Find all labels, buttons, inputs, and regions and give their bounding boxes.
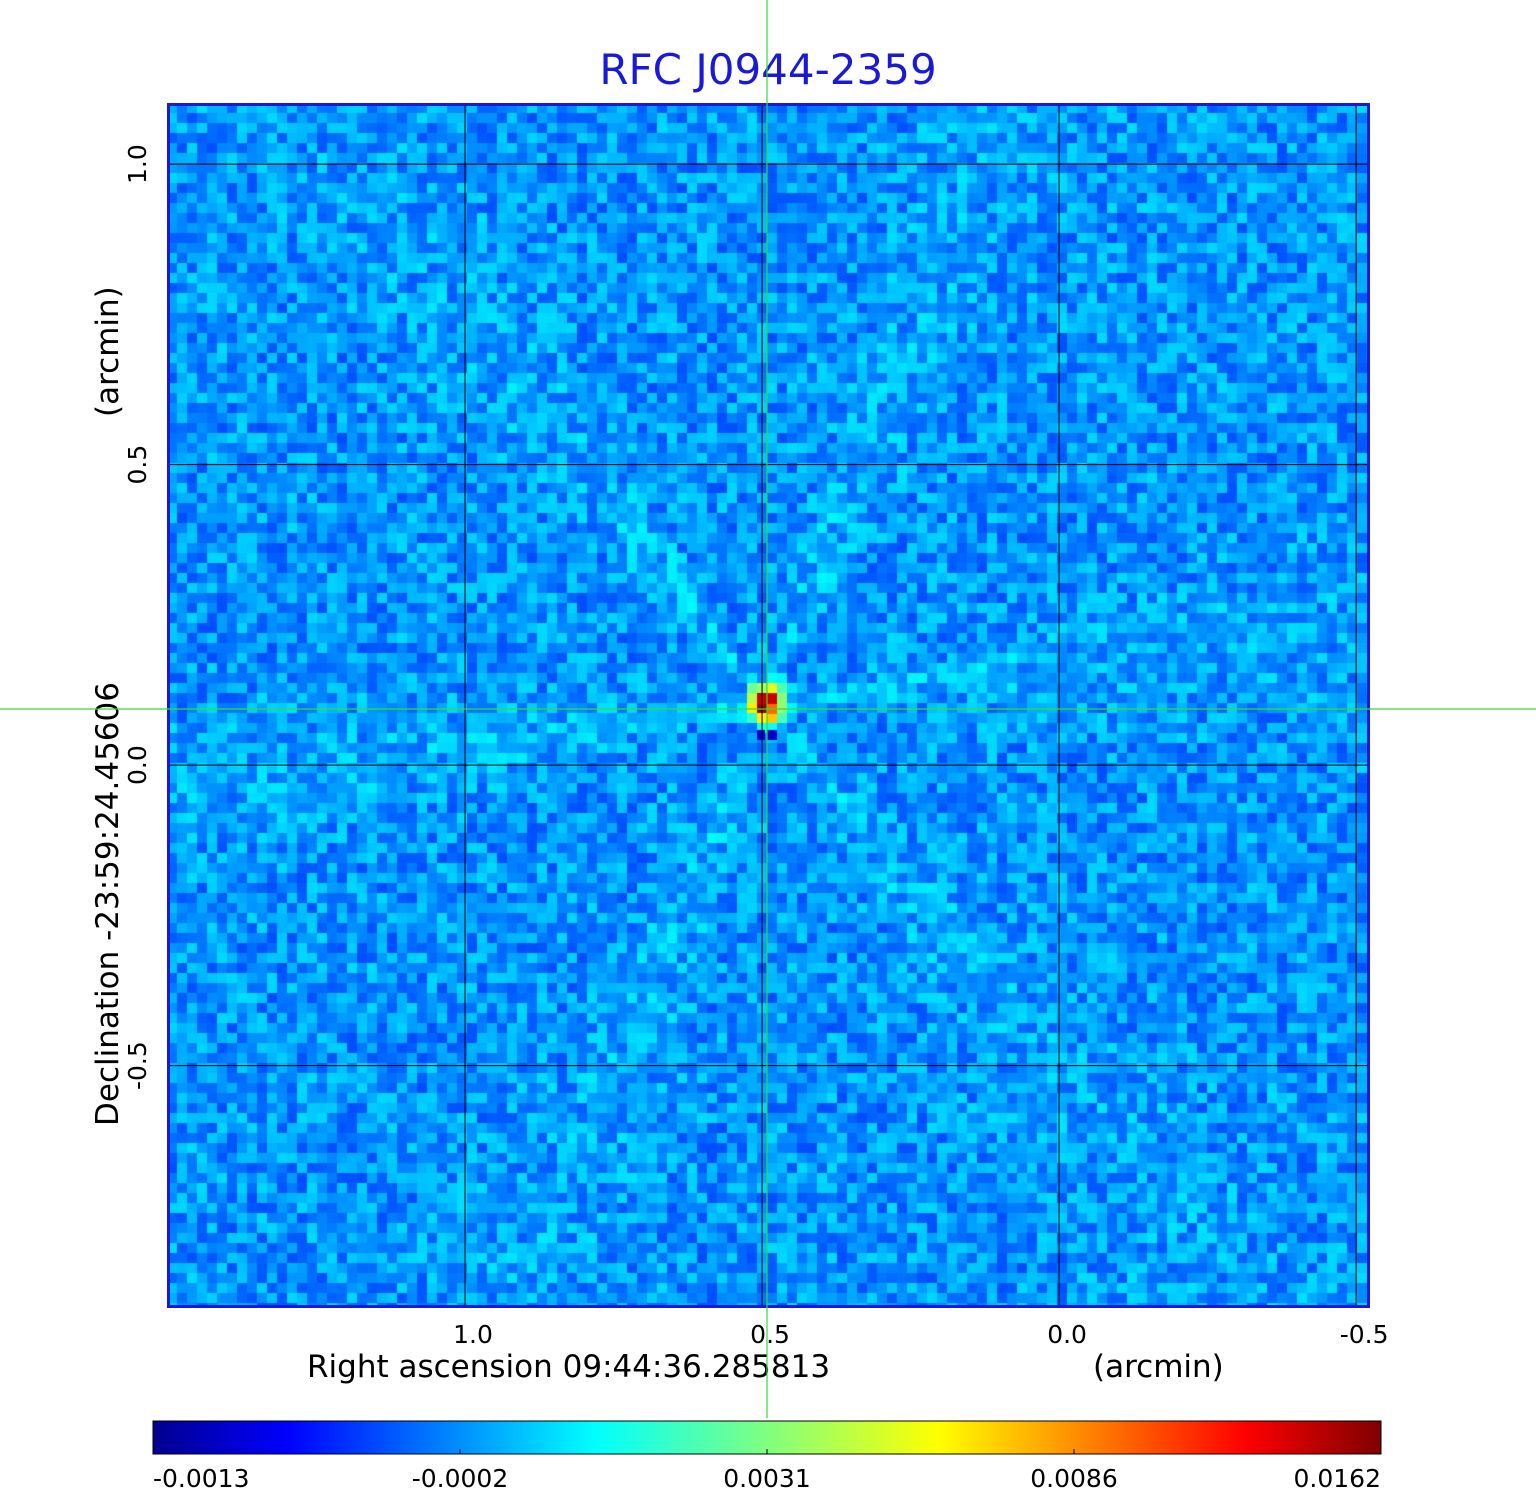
y-axis-label: Declination -23:59:24.45606: [90, 682, 126, 1126]
colorbar-tick-label: -0.0002: [412, 1464, 509, 1493]
colorbar-tick-label: -0.0013: [153, 1464, 250, 1493]
y-tick-label: 0.0: [123, 745, 152, 785]
colorbar-tick-label: 0.0086: [1030, 1464, 1117, 1493]
x-axis-label: Right ascension 09:44:36.285813: [307, 1349, 830, 1385]
y-axis-unit: (arcmin): [90, 286, 126, 417]
colorbar-tick-labels: -0.0013 -0.0002 0.0031 0.0086 0.0162: [152, 1449, 1382, 1493]
chart-title: RFC J0944-2359: [599, 45, 937, 94]
y-tick-label: 1.0: [123, 144, 152, 184]
x-axis-unit: (arcmin): [1093, 1349, 1224, 1385]
colorbar-tick-label: 0.0031: [723, 1464, 810, 1493]
y-tick-label: 0.5: [123, 445, 152, 485]
sky-image[interactable]: [167, 103, 1370, 1308]
x-tick-label: 1.0: [453, 1320, 493, 1349]
x-tick-label: 0.5: [750, 1320, 790, 1349]
plot-frame: [167, 103, 1370, 1308]
colorbar-tick-label: 0.0162: [1294, 1464, 1381, 1493]
x-tick-label: 0.0: [1047, 1320, 1087, 1349]
x-tick-label: -0.5: [1340, 1320, 1389, 1349]
x-tick-labels: 1.0 0.5 0.0 -0.5: [453, 1320, 1388, 1349]
colorbar: [152, 1420, 1382, 1455]
intensity-map: [167, 103, 1370, 1308]
y-tick-label: -0.5: [123, 1041, 152, 1090]
y-tick-labels: 1.0 0.5 0.0 -0.5: [123, 144, 152, 1090]
coordinate-grid: [168, 104, 1368, 1306]
